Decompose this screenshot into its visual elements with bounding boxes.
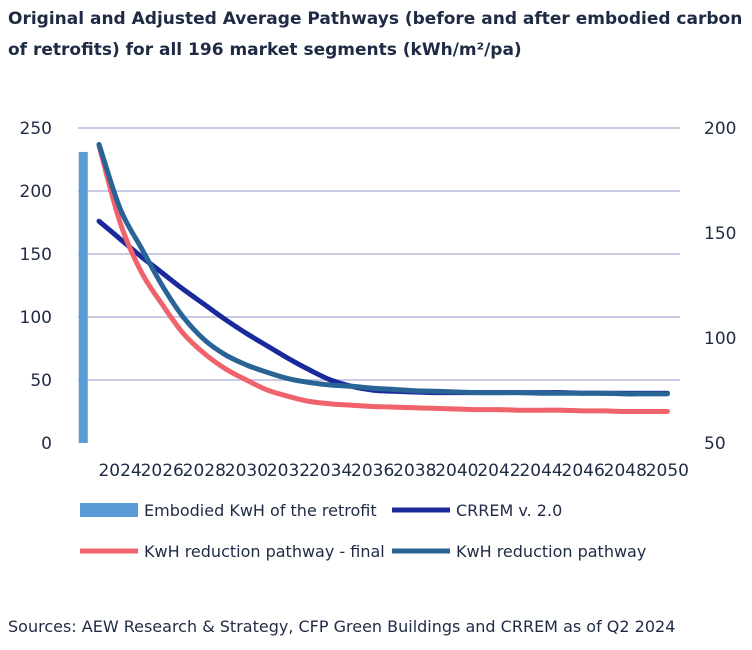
legend-item: Embodied KwH of the retrofit <box>80 501 377 520</box>
x-tick-label: 2046 <box>562 461 605 481</box>
series-line-crrem-v-2-0 <box>96 218 670 396</box>
legend-label: KwH reduction pathway <box>456 542 646 561</box>
x-tick-label: 2042 <box>477 461 520 481</box>
series-lines <box>96 141 670 415</box>
x-tick-label: 2038 <box>393 461 436 481</box>
x-tick-label: 2026 <box>141 461 184 481</box>
x-tick-label: 2034 <box>309 461 352 481</box>
legend-label: CRREM v. 2.0 <box>456 501 562 520</box>
y-right-tick-label: 100 <box>704 329 736 349</box>
x-tick-label: 2036 <box>351 461 394 481</box>
gridlines <box>78 127 680 381</box>
y-right-tick-label: 150 <box>704 224 736 244</box>
y-right-tick-label: 200 <box>704 119 736 139</box>
x-tick-label: 2050 <box>646 461 689 481</box>
source-note: Sources: AEW Research & Strategy, CFP Gr… <box>8 617 676 636</box>
chart-svg: 0 50 100 150 200 250 50 100 150 200 202420262028… <box>20 119 737 561</box>
y-axis-left: 0 50 100 150 200 250 <box>20 119 52 454</box>
x-tick-label: 2024 <box>98 461 141 481</box>
y-left-tick-label: 200 <box>20 182 52 202</box>
legend-label: KwH reduction pathway - final <box>144 542 385 561</box>
legend: Embodied KwH of the retrofit CRREM v. 2.0… <box>80 501 646 561</box>
y-left-tick-label: 0 <box>41 434 52 454</box>
x-tick-label: 2048 <box>604 461 647 481</box>
legend-label: Embodied KwH of the retrofit <box>144 501 377 520</box>
chart-title: Original and Adjusted Average Pathways (… <box>8 9 743 60</box>
x-tick-label: 2044 <box>519 461 562 481</box>
y-left-tick-label: 150 <box>20 245 52 265</box>
x-axis: 2024202620282030203220342036203820402042… <box>98 461 689 481</box>
legend-item: KwH reduction pathway - final <box>80 542 385 561</box>
legend-item: KwH reduction pathway <box>392 542 646 561</box>
bars <box>78 151 88 443</box>
embodied-retrofit-bar <box>78 151 88 443</box>
x-tick-label: 2040 <box>435 461 478 481</box>
series-line-kwh-reduction-pathway-final <box>96 143 670 415</box>
y-left-tick-label: 100 <box>20 308 52 328</box>
x-tick-label: 2028 <box>183 461 226 481</box>
x-tick-label: 2032 <box>267 461 310 481</box>
x-tick-label: 2030 <box>225 461 268 481</box>
y-axis-right: 50 100 150 200 <box>704 119 736 454</box>
y-right-tick-label: 50 <box>704 434 726 454</box>
legend-item: CRREM v. 2.0 <box>392 501 562 520</box>
y-left-tick-label: 50 <box>30 371 52 391</box>
legend-swatch <box>80 503 138 517</box>
series-line-kwh-reduction-pathway <box>96 141 670 397</box>
y-left-tick-label: 250 <box>20 119 52 139</box>
